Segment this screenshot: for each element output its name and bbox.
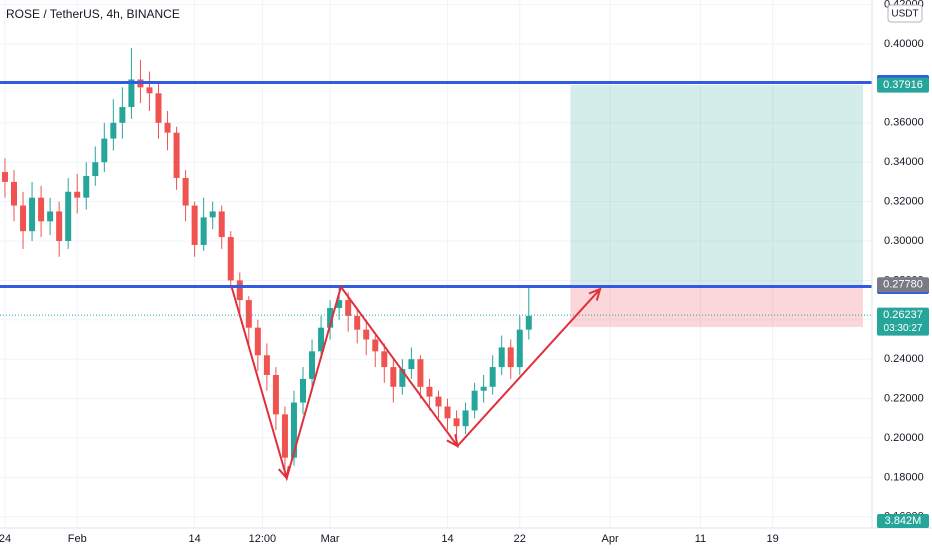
candle-body <box>525 315 532 330</box>
candle-body <box>218 211 225 238</box>
candle-body <box>345 300 352 316</box>
chart-title: ROSE / TetherUS, 4h, BINANCE <box>6 7 180 21</box>
candle-body <box>399 369 406 387</box>
candle-body <box>381 351 388 368</box>
candle-body <box>29 197 36 232</box>
target-label-box <box>877 77 929 93</box>
candle-body <box>254 327 261 356</box>
candle-body <box>191 205 198 245</box>
x-tick-label: 19 <box>767 533 779 545</box>
volume-label: 3.842M <box>885 515 922 527</box>
candle-body <box>74 191 81 198</box>
candle-body <box>300 378 307 403</box>
candle-body <box>182 177 189 206</box>
y-tick-label: 0.34000 <box>884 156 924 168</box>
candle-body <box>236 280 243 301</box>
y-tick-label: 0.22000 <box>884 393 924 405</box>
candle-body <box>281 414 288 458</box>
candle-body <box>507 347 514 368</box>
candle-body <box>480 386 487 391</box>
candle-body <box>444 406 451 419</box>
candle-body <box>408 359 415 370</box>
candle-body <box>245 300 252 328</box>
entry-label-box <box>877 277 929 293</box>
entry-label: 0.27780 <box>883 279 923 291</box>
candle-body <box>164 122 171 133</box>
candle-body <box>65 191 72 242</box>
candle-body <box>209 211 216 218</box>
candle-body <box>327 307 334 328</box>
x-tick-label: 24 <box>0 533 11 545</box>
target-label: 0.37916 <box>883 79 923 91</box>
arrow-head <box>446 434 459 448</box>
loss-zone <box>570 284 863 328</box>
candle-body <box>38 197 45 222</box>
x-tick-label: Mar <box>321 533 340 545</box>
y-tick-label: 0.20000 <box>884 432 924 444</box>
volume-box <box>877 514 929 528</box>
y-tick-label: 0.40000 <box>884 38 924 50</box>
candle-body <box>146 87 153 94</box>
unit-box <box>887 4 923 23</box>
x-tick-label: 22 <box>514 533 526 545</box>
candle-body <box>417 359 424 387</box>
candle-body <box>372 339 379 352</box>
candle-body <box>155 93 162 123</box>
candle-body <box>390 367 397 387</box>
y-tick-label: 0.32000 <box>884 196 924 208</box>
candle-body <box>435 396 442 407</box>
candle-body <box>101 138 108 163</box>
x-tick-label: 12:00 <box>249 533 277 545</box>
candle-body <box>336 300 343 308</box>
candle-body <box>462 410 469 427</box>
candle-body <box>128 79 135 108</box>
countdown: 03:30:27 <box>884 323 923 334</box>
candle-body <box>272 374 279 415</box>
x-tick-label: 14 <box>189 533 201 545</box>
candle-body <box>354 315 361 330</box>
x-tick-label: 14 <box>441 533 453 545</box>
y-tick-label: 0.30000 <box>884 235 924 247</box>
candle-body <box>200 217 207 245</box>
candle-body <box>56 211 63 242</box>
candle-body <box>119 107 126 123</box>
arrow-head <box>277 465 290 481</box>
candle-body <box>110 122 117 139</box>
y-tick-label: 0.24000 <box>884 353 924 365</box>
profit-zone <box>570 85 863 285</box>
y-tick-label: 0.36000 <box>884 117 924 129</box>
candle-body <box>498 347 505 368</box>
candle-body <box>471 390 478 411</box>
candle-body <box>173 132 180 178</box>
x-tick-label: Feb <box>68 533 87 545</box>
candle-body <box>309 351 316 379</box>
y-tick-label: 0.18000 <box>884 471 924 483</box>
candle-body <box>1 172 8 182</box>
candle-body <box>290 402 297 458</box>
current-price-box <box>877 307 929 336</box>
arrow-head <box>588 287 602 301</box>
candle-body <box>318 327 325 352</box>
candle-body <box>453 418 460 427</box>
candle-body <box>489 367 496 387</box>
candle-body <box>20 205 27 232</box>
pattern-drawing <box>230 284 601 482</box>
candle-body <box>92 162 99 176</box>
candle-body <box>426 386 433 397</box>
candle-body <box>363 329 370 340</box>
current-price-label: 0.26237 <box>883 309 923 321</box>
x-tick-label: 11 <box>695 533 706 545</box>
x-tick-label: Apr <box>602 533 619 545</box>
candle-body <box>227 237 234 281</box>
y-unit: USDT <box>891 9 918 20</box>
candle-body <box>516 329 523 368</box>
candle-body <box>47 211 54 222</box>
candle-body <box>263 355 270 375</box>
candle-body <box>83 175 90 198</box>
candle-body <box>10 181 17 206</box>
